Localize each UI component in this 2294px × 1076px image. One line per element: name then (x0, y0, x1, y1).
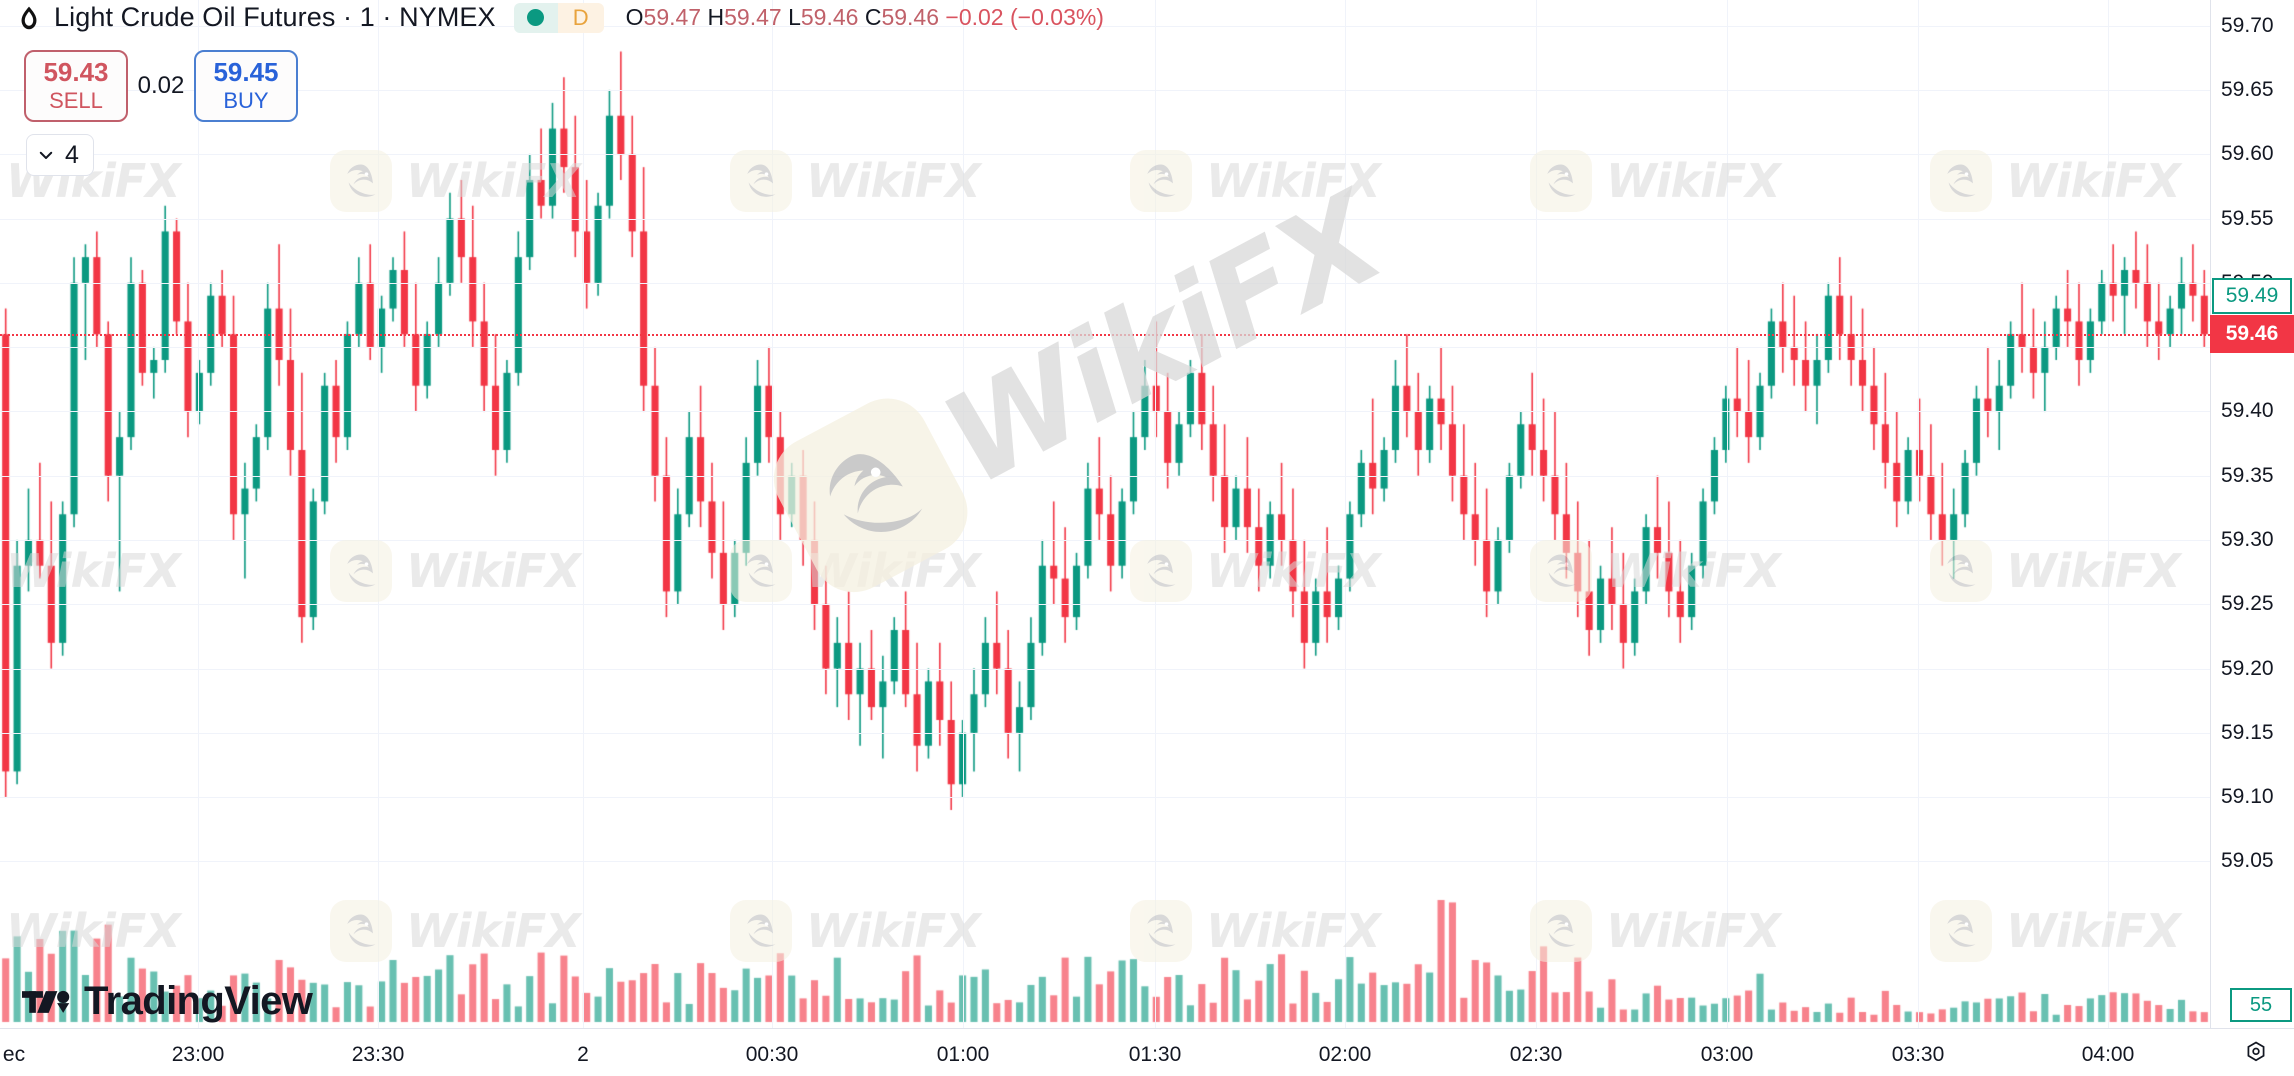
horizontal-grid-line (0, 733, 2210, 734)
symbol-title[interactable]: Light Crude Oil Futures · 1 · NYMEX (54, 2, 496, 32)
price-axis[interactable]: 59.7059.6559.6059.5559.5059.4559.4059.35… (2210, 0, 2294, 1028)
horizontal-grid-line (0, 669, 2210, 670)
tradingview-brand[interactable]: TradingView (22, 979, 313, 1024)
vertical-grid-line (583, 0, 584, 1028)
vertical-grid-line (1727, 0, 1728, 1028)
time-tick-label: 2 (577, 1043, 589, 1066)
time-tick-label: ec (2, 1043, 26, 1066)
vertical-grid-line (1155, 0, 1156, 1028)
ohlc-low-key: L (788, 4, 801, 30)
vertical-grid-line (2108, 0, 2109, 1028)
bid-price-tag: 59.49 (2212, 277, 2292, 314)
quantity-value: 4 (65, 140, 79, 169)
horizontal-grid-line (0, 283, 2210, 284)
ohlc-open-value: 59.47 (643, 4, 702, 30)
price-tick-label: 59.40 (2221, 399, 2274, 423)
chart-legend[interactable]: Light Crude Oil Futures · 1 · NYMEX D O5… (14, 2, 1104, 33)
sell-label: SELL (49, 88, 103, 114)
horizontal-grid-line (0, 26, 2210, 27)
price-tick-label: 59.20 (2221, 656, 2274, 680)
time-tick-label: 02:00 (1318, 1043, 1372, 1066)
vertical-grid-line (772, 0, 773, 1028)
horizontal-grid-line (0, 411, 2210, 412)
ohlc-close-key: C (864, 4, 882, 30)
sell-price: 59.43 (43, 57, 109, 88)
vertical-grid-line (198, 0, 199, 1028)
chart-settings-gear-icon[interactable] (2236, 1032, 2276, 1072)
horizontal-grid-line (0, 540, 2210, 541)
time-tick-label: 23:30 (351, 1043, 405, 1066)
price-tick-label: 59.10 (2221, 785, 2274, 809)
ohlc-change: −0.02 (945, 4, 1004, 30)
vertical-grid-line (1345, 0, 1346, 1028)
vertical-grid-line (1536, 0, 1537, 1028)
horizontal-grid-line (0, 219, 2210, 220)
last-price-tag: 59.46 (2210, 315, 2294, 354)
ohlc-high-key: H (707, 4, 725, 30)
time-tick-label: 04:00 (2081, 1043, 2135, 1066)
chevron-down-icon (39, 151, 53, 159)
price-tick-label: 59.25 (2221, 592, 2274, 616)
vertical-grid-line (378, 0, 379, 1028)
ohlc-high-value: 59.47 (724, 4, 782, 30)
interval-badge[interactable]: D (557, 2, 604, 33)
horizontal-grid-line (0, 90, 2210, 91)
buy-price: 59.45 (213, 57, 279, 88)
price-tick-label: 59.30 (2221, 528, 2274, 551)
horizontal-grid-line (0, 797, 2210, 798)
time-tick-label: 01:00 (936, 1043, 990, 1066)
horizontal-grid-line (0, 861, 2210, 862)
buy-label: BUY (223, 88, 269, 114)
vertical-grid-line (963, 0, 964, 1028)
ohlc-close-value: 59.46 (881, 4, 940, 30)
trade-widget[interactable]: 59.43 SELL 0.02 59.45 BUY (24, 50, 298, 122)
ohlc-open-key: O (625, 4, 644, 30)
horizontal-grid-line (0, 476, 2210, 477)
tradingview-logo-icon (22, 990, 70, 1013)
session-badges: D (513, 2, 604, 33)
price-tick-label: 59.70 (2221, 13, 2274, 37)
spread-value: 0.02 (137, 72, 185, 99)
oil-drop-icon (14, 3, 44, 33)
horizontal-grid-line (0, 604, 2210, 605)
sell-button[interactable]: 59.43 SELL (24, 50, 128, 122)
price-tick-label: 59.15 (2221, 720, 2274, 744)
time-tick-label: 02:30 (1509, 1043, 1563, 1066)
chart-pane[interactable] (0, 0, 2210, 1028)
price-tick-label: 59.35 (2221, 463, 2274, 487)
time-tick-label: 01:30 (1128, 1043, 1182, 1066)
ohlc-change-pct: (−0.03%) (1010, 4, 1104, 30)
time-axis[interactable]: ec 23:00 23:30 2 00:30 01:00 01:30 02:00 02:30 03… (0, 1028, 2294, 1076)
price-tick-label: 59.60 (2221, 142, 2274, 166)
price-tick-label: 59.55 (2221, 206, 2274, 230)
buy-button[interactable]: 59.45 BUY (194, 50, 298, 122)
horizontal-grid-line (0, 347, 2210, 348)
market-open-dot-icon (513, 2, 558, 33)
vertical-grid-line (1918, 0, 1919, 1028)
horizontal-grid-line (0, 154, 2210, 155)
last-price-dotted-line (0, 334, 2210, 337)
price-tick-label: 59.65 (2221, 78, 2274, 101)
ohlc-values: O59.47 H59.47 L59.46 C59.46 −0.02 (−0.03… (626, 4, 1104, 31)
quantity-dropdown[interactable]: 4 (26, 134, 94, 176)
tradingview-brand-text: TradingView (84, 979, 313, 1023)
time-tick-label: 00:30 (745, 1043, 799, 1066)
time-tick-label: 03:00 (1700, 1043, 1754, 1066)
price-tick-label: 59.05 (2221, 849, 2274, 873)
ohlc-low-value: 59.46 (800, 4, 859, 30)
time-tick-label: 23:00 (171, 1043, 225, 1066)
volume-value-tag: 55 (2230, 988, 2292, 1022)
time-tick-label: 03:30 (1891, 1043, 1945, 1066)
